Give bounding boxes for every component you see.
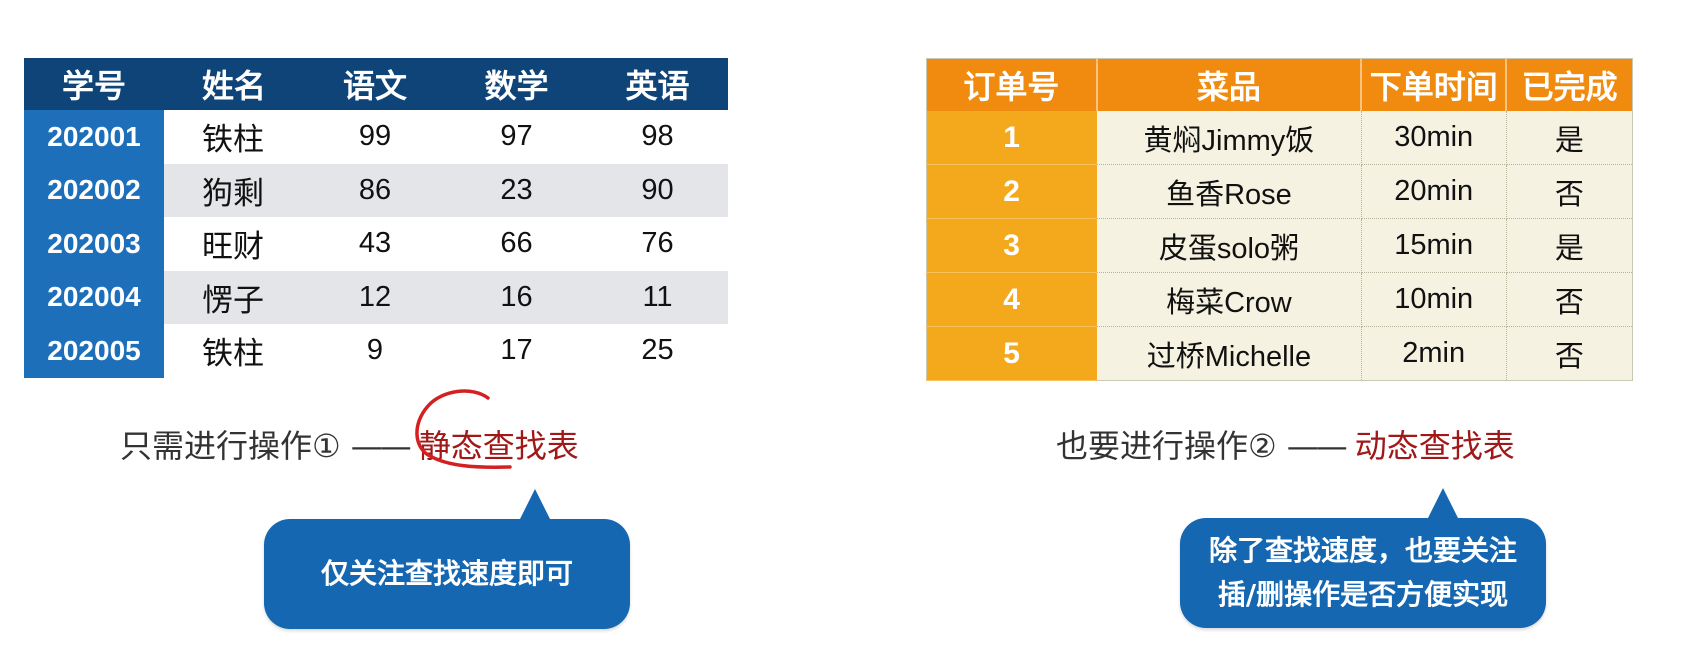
callout-text-line-2: 插/删操作是否方便实现 — [1217, 578, 1509, 611]
math-score-cell: 66 — [500, 227, 533, 260]
header-order-time: 下单时间 — [1361, 58, 1508, 111]
header-name: 姓名 — [164, 58, 304, 110]
order-number-cell: 5 — [926, 326, 1098, 381]
callout-pointer — [1428, 488, 1458, 518]
dynamic-lookup-caption: 也要进行操作② —— 动态查找表 — [1056, 421, 1515, 467]
math-score-cell: 17 — [500, 334, 533, 367]
chinese-score-cell: 43 — [358, 227, 392, 260]
order-number-cell: 1 — [926, 111, 1098, 165]
english-score-cell: 76 — [641, 227, 674, 260]
order-table: 订单号 菜品 下单时间 已完成 1 黄焖Jimmy饭 30min 是 2 鱼香R… — [926, 58, 1633, 381]
order-number-cell: 3 — [926, 218, 1098, 273]
english-score-cell: 11 — [587, 270, 728, 324]
dish-cell: 鱼香Rose — [1096, 164, 1362, 219]
completed-cell: 是 — [1506, 111, 1633, 165]
dish-cell: 黄焖Jimmy饭 — [1096, 111, 1362, 165]
completed-cell: 否 — [1506, 326, 1633, 381]
math-score-cell: 16 — [446, 270, 587, 324]
header-order-number: 订单号 — [926, 58, 1098, 111]
header-student-id: 学号 — [24, 58, 164, 110]
table-row: 3 皮蛋solo粥 15min 是 — [926, 218, 1633, 273]
static-lookup-table-label: 静态查找表 — [418, 427, 579, 465]
table-row: 5 过桥Michelle 2min 否 — [926, 326, 1633, 381]
callout-text: 仅关注查找速度即可 — [320, 557, 573, 590]
static-lookup-callout: 仅关注查找速度即可 — [264, 519, 630, 629]
student-name-cell: 愣子 — [164, 270, 304, 324]
score-table: 学号 姓名 语文 数学 英语 202001 铁柱 99 97 98 202002… — [24, 58, 728, 378]
order-time-cell: 10min — [1361, 272, 1507, 327]
callout-pointer — [520, 489, 550, 519]
order-number-cell: 2 — [926, 164, 1098, 219]
order-time-cell: 2min — [1361, 326, 1507, 381]
caption-dash: —— — [1286, 427, 1348, 465]
student-id-cell: 202005 — [24, 324, 164, 378]
dynamic-lookup-callout: 除了查找速度，也要关注 插/删操作是否方便实现 — [1180, 518, 1546, 628]
student-name-cell: 狗剩 — [164, 163, 304, 217]
order-time-cell: 15min — [1361, 218, 1507, 273]
order-table-header-row: 订单号 菜品 下单时间 已完成 — [926, 58, 1633, 111]
caption-text: 也要进行操作② — [1056, 427, 1277, 465]
header-math: 数学 — [446, 58, 587, 110]
student-id-cell: 202004 — [24, 270, 164, 324]
red-circle-annotation — [415, 389, 512, 469]
callout-text-line-1: 除了查找速度，也要关注 — [1208, 534, 1517, 567]
table-row: 202004 愣子 12 16 11 — [24, 270, 728, 324]
table-row: 202003 旺财 43 66 76 — [24, 217, 728, 271]
completed-cell: 否 — [1506, 272, 1633, 327]
student-name-cell: 铁柱 — [202, 336, 264, 373]
student-name-cell: 铁柱 — [202, 122, 264, 159]
chinese-score-cell: 9 — [366, 334, 384, 367]
order-time-cell: 30min — [1361, 111, 1507, 165]
english-score-cell: 90 — [587, 163, 728, 217]
chinese-score-cell: 86 — [304, 163, 446, 217]
table-row: 202001 铁柱 99 97 98 — [24, 110, 728, 164]
header-english: 英语 — [587, 58, 728, 110]
chinese-score-cell: 12 — [304, 270, 446, 324]
student-id-cell: 202002 — [24, 163, 164, 217]
english-score-cell: 98 — [641, 120, 674, 153]
student-id-cell: 202003 — [24, 217, 164, 271]
caption-text: 只需进行操作① — [120, 427, 341, 465]
student-name-cell: 旺财 — [202, 229, 264, 266]
caption-dash: —— — [350, 427, 412, 465]
dish-cell: 皮蛋solo粥 — [1096, 218, 1362, 273]
math-score-cell: 97 — [500, 120, 533, 153]
dish-cell: 梅菜Crow — [1096, 272, 1362, 327]
chinese-score-cell: 99 — [358, 120, 392, 153]
header-chinese: 语文 — [304, 58, 446, 110]
dynamic-lookup-table-label: 动态查找表 — [1354, 427, 1515, 465]
dish-cell: 过桥Michelle — [1096, 326, 1362, 381]
math-score-cell: 23 — [446, 163, 587, 217]
table-row: 202005 铁柱 9 17 25 — [24, 324, 728, 378]
order-time-cell: 20min — [1361, 164, 1507, 219]
completed-cell: 否 — [1506, 164, 1633, 219]
table-row: 2 鱼香Rose 20min 否 — [926, 164, 1633, 219]
table-row: 202002 狗剩 86 23 90 — [24, 163, 728, 217]
score-table-header-row: 学号 姓名 语文 数学 英语 — [24, 58, 728, 110]
student-id-cell: 202001 — [24, 110, 164, 164]
english-score-cell: 25 — [641, 334, 674, 367]
table-row: 1 黄焖Jimmy饭 30min 是 — [926, 111, 1633, 165]
order-number-cell: 4 — [926, 272, 1098, 327]
completed-cell: 是 — [1506, 218, 1633, 273]
static-lookup-caption: 只需进行操作① —— 静态查找表 — [120, 421, 579, 467]
table-row: 4 梅菜Crow 10min 否 — [926, 272, 1633, 327]
header-dish: 菜品 — [1096, 58, 1363, 111]
header-completed: 已完成 — [1506, 58, 1633, 111]
